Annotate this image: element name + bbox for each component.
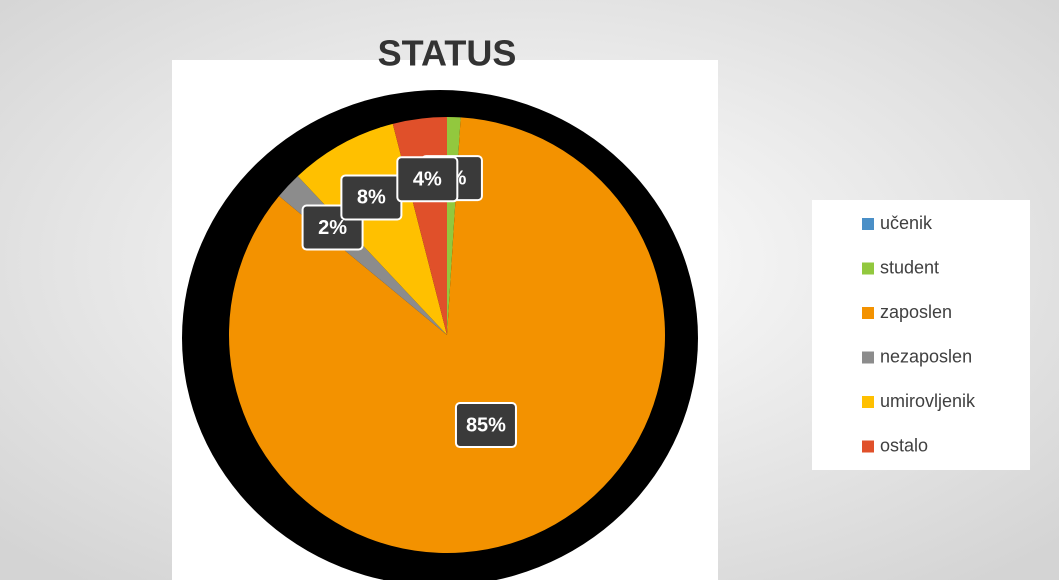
legend-label: zaposlen [880, 302, 952, 322]
legend-swatch [862, 440, 874, 453]
pie-slice [297, 123, 447, 335]
legend-swatch [862, 262, 874, 275]
legend-label: umirovljenik [880, 391, 976, 411]
data-label: 2% [318, 217, 347, 239]
legend-label: ostalo [880, 435, 928, 455]
data-label: 8% [357, 187, 386, 209]
pie-slice [228, 117, 666, 553]
legend-swatch [862, 218, 874, 230]
legend-label: student [880, 257, 939, 277]
data-label-box [396, 156, 459, 203]
legend-swatch [862, 351, 874, 364]
legend [812, 200, 1030, 470]
legend-swatch [862, 307, 874, 319]
chart-title: STATUS [378, 33, 517, 74]
legend-swatch [862, 396, 874, 408]
data-label-box [454, 402, 517, 449]
data-label: 4% [413, 169, 442, 191]
legend-label: nezaposlen [880, 346, 972, 366]
legend-label: učenik [880, 213, 933, 233]
data-label: 85% [466, 414, 506, 436]
